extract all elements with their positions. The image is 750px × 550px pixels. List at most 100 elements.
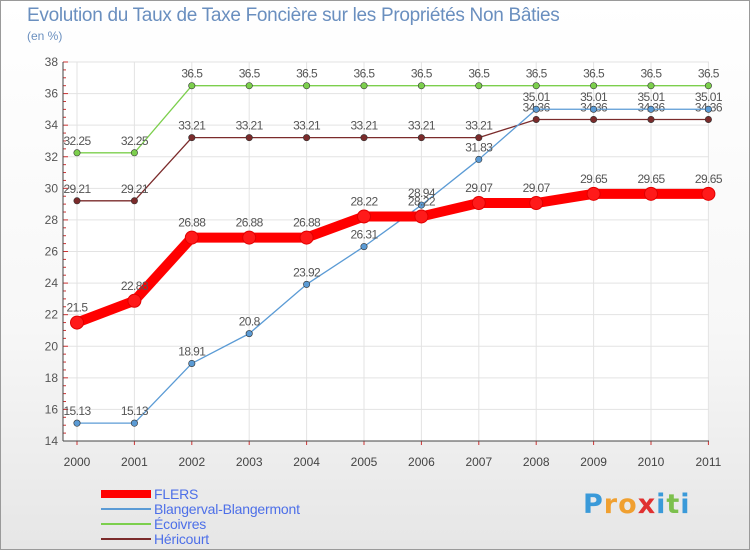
legend-swatch bbox=[101, 508, 151, 510]
data-label: 29.21 bbox=[63, 182, 91, 196]
data-label: 29.07 bbox=[465, 181, 493, 195]
data-point bbox=[475, 82, 483, 90]
legend-label: Écoivres bbox=[154, 516, 207, 532]
logo-letter: i bbox=[680, 489, 691, 520]
chart-title: Evolution du Taux de Taxe Foncière sur l… bbox=[27, 5, 560, 26]
data-point bbox=[303, 82, 311, 90]
data-point bbox=[532, 105, 540, 113]
data-label: 28.22 bbox=[350, 194, 378, 208]
data-label: 33.21 bbox=[408, 119, 436, 133]
y-tick-label: 36 bbox=[45, 87, 59, 101]
series-line bbox=[76, 118, 710, 202]
data-label: 23.92 bbox=[293, 265, 321, 279]
data-label: 32.25 bbox=[121, 134, 149, 148]
x-tick-label: 2009 bbox=[580, 455, 607, 469]
data-point bbox=[357, 209, 371, 224]
data-point bbox=[188, 359, 196, 367]
x-tick-label: 2010 bbox=[638, 455, 665, 469]
logo-letter: o bbox=[618, 489, 638, 520]
data-label: 15.13 bbox=[63, 404, 91, 418]
y-tick-label: 24 bbox=[45, 276, 59, 290]
data-point bbox=[184, 230, 199, 245]
data-point bbox=[188, 134, 196, 142]
x-tick-label: 2000 bbox=[64, 455, 91, 469]
data-label: 35.01 bbox=[695, 90, 723, 104]
data-label: 36.5 bbox=[354, 67, 376, 81]
data-point bbox=[360, 82, 368, 90]
data-label: 32.25 bbox=[63, 134, 91, 148]
data-point bbox=[360, 243, 368, 251]
x-tick-label: 2003 bbox=[236, 455, 263, 469]
data-label: 29.65 bbox=[637, 172, 665, 186]
data-point bbox=[130, 197, 138, 205]
proxiti-logo: Proxiti bbox=[583, 489, 691, 520]
data-point bbox=[647, 115, 655, 123]
data-point bbox=[644, 186, 658, 201]
legend-label: Blangerval-Blangermont bbox=[154, 501, 300, 517]
y-tick-label: 14 bbox=[45, 434, 59, 448]
data-label: 29.07 bbox=[523, 181, 551, 195]
data-label: 20.8 bbox=[239, 315, 261, 329]
data-point bbox=[245, 330, 253, 338]
y-axis-unit-label: (en %) bbox=[27, 29, 63, 43]
data-point bbox=[360, 134, 368, 142]
data-label: 36.5 bbox=[181, 67, 203, 81]
x-tick-label: 2002 bbox=[178, 455, 205, 469]
data-point bbox=[475, 155, 483, 163]
x-tick-label: 2001 bbox=[121, 455, 148, 469]
data-label: 36.5 bbox=[411, 67, 433, 81]
data-label: 29.65 bbox=[580, 172, 608, 186]
x-tick-label: 2011 bbox=[695, 455, 721, 469]
data-label: 36.5 bbox=[698, 67, 720, 81]
data-label: 31.83 bbox=[465, 140, 493, 154]
data-label: 35.01 bbox=[637, 90, 665, 104]
y-tick-label: 32 bbox=[45, 150, 59, 164]
series-line bbox=[72, 188, 714, 328]
data-point bbox=[532, 115, 540, 123]
data-point bbox=[188, 82, 196, 90]
legend-label: FLERS bbox=[154, 486, 199, 502]
data-point bbox=[127, 293, 142, 308]
data-point bbox=[590, 105, 598, 113]
x-tick-label: 2005 bbox=[351, 455, 378, 469]
x-tick-label: 2006 bbox=[408, 455, 435, 469]
data-label: 33.21 bbox=[236, 119, 264, 133]
data-label: 28.94 bbox=[408, 186, 436, 200]
legend-swatch bbox=[101, 538, 151, 540]
x-tick-label: 2004 bbox=[293, 455, 320, 469]
y-tick-label: 34 bbox=[45, 118, 59, 132]
data-point bbox=[73, 419, 81, 427]
data-point bbox=[130, 149, 138, 157]
data-point bbox=[417, 82, 425, 90]
data-point bbox=[417, 201, 425, 209]
x-tick-label: 2007 bbox=[465, 455, 492, 469]
data-label: 36.5 bbox=[526, 67, 548, 81]
data-label: 35.01 bbox=[523, 90, 551, 104]
data-point bbox=[586, 186, 601, 201]
data-label: 28.22 bbox=[408, 194, 436, 208]
y-tick-label: 22 bbox=[45, 308, 59, 322]
data-point bbox=[475, 134, 483, 142]
y-tick-label: 38 bbox=[45, 55, 59, 69]
data-point bbox=[130, 419, 138, 427]
legend-swatch bbox=[101, 490, 151, 498]
data-point bbox=[245, 82, 253, 90]
data-label: 29.65 bbox=[695, 172, 723, 186]
logo-letter: t bbox=[666, 489, 681, 520]
data-point bbox=[417, 134, 425, 142]
data-label: 33.21 bbox=[465, 119, 493, 133]
data-point bbox=[590, 115, 598, 123]
series-blangerval-blangermont: 15.13 15.13 18.91 20.8 23.92 26.31 28.94 31.83 3… bbox=[63, 90, 723, 427]
data-point bbox=[245, 134, 253, 142]
data-point bbox=[704, 105, 712, 113]
data-point bbox=[242, 230, 257, 245]
y-tick-label: 28 bbox=[45, 213, 59, 227]
logo-letter: x bbox=[637, 489, 657, 520]
logo-letter: i bbox=[656, 489, 667, 520]
y-tick-label: 18 bbox=[45, 371, 59, 385]
data-label: 36.5 bbox=[583, 67, 605, 81]
legend-swatch bbox=[101, 523, 151, 525]
data-point bbox=[414, 209, 429, 224]
